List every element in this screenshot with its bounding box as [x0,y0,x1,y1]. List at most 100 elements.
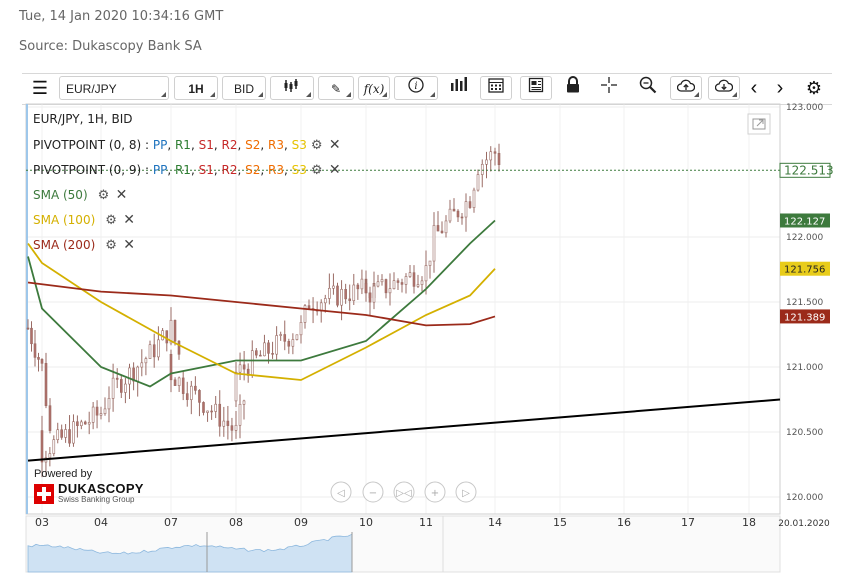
y-tick-label: 120.000 [786,493,823,503]
pivot-level-s1: S1 [198,163,214,177]
candle-body [388,288,392,294]
candle-body [152,344,156,358]
date-label: 20.01.2020 [778,519,830,529]
candle-body [468,201,472,208]
candle-body [328,288,331,299]
close-icon[interactable]: ✕ [123,237,135,253]
candle-body [30,327,33,345]
navigator-strip[interactable] [25,515,781,573]
comma: , [284,163,292,177]
pivot-label: PIVOTPOINT (0, 9) [33,163,142,177]
symbol-select[interactable]: EUR/JPY [59,76,169,100]
close-icon[interactable]: ✕ [328,137,341,153]
candle-body [226,420,230,426]
candles-group [26,143,501,478]
candle-body [40,359,44,364]
candle-body [210,410,213,413]
trendline-group[interactable] [27,398,781,462]
price-side-select[interactable]: BID [222,76,266,100]
candle-body [115,377,119,380]
candle-body [392,280,396,289]
legend-pivot-0: PIVOTPOINT (0, 8) : PP, R1, S1, R2, S2, … [33,137,341,153]
nav-controls[interactable]: ◁ − ▷◁ + ▷ [330,481,477,503]
candle-body [44,363,48,406]
x-tick-label: 09 [294,516,308,529]
hamburger-icon[interactable]: ☰ [31,78,49,98]
candle-body [26,327,30,330]
function-label: f(x) [363,82,385,96]
candle-body [420,280,424,285]
candle-body [344,289,347,300]
close-icon[interactable]: ✕ [328,162,341,178]
powered-by: Powered by [34,468,93,480]
candle-body [68,429,71,444]
comma: , [213,138,222,152]
candle-body [396,280,400,283]
candle-body [356,284,360,290]
candle-body [144,358,148,364]
gear-icon[interactable]: ⚙ [310,138,323,153]
current-price-badge-border [779,162,831,178]
crosshair-icon[interactable] [596,76,622,100]
candle-body [279,334,282,336]
candle-body [255,350,258,356]
candle-body [476,174,480,191]
sma-badge: 122.127 [784,216,825,227]
candle-body [275,335,278,355]
zoom-in-icon: + [431,488,439,499]
pivot-level-s3: S3 [291,138,307,152]
pivot-level-r1: R1 [174,163,191,177]
candle-body [259,354,262,357]
candle-body [424,265,428,282]
candle-body [83,421,87,425]
close-icon[interactable]: ✕ [123,212,135,228]
calendar-icon[interactable] [480,76,512,100]
zoom-icon[interactable] [634,76,662,100]
pan-right-icon: ▷ [462,488,470,499]
candle-body [464,201,468,218]
legend-sma-200: SMA (200) ⚙ ✕ [33,237,135,253]
gear-icon[interactable]: ⚙ [105,213,117,228]
candle-body [230,425,234,431]
cloud-download-icon[interactable] [708,76,740,100]
pencil-icon[interactable]: ✎ [318,76,354,100]
candle-body [428,260,432,266]
y-tick-label: 120.500 [786,428,823,438]
chevron-left-icon[interactable]: ‹ [750,77,758,99]
candlestick-icon[interactable] [270,76,314,100]
nav-button [455,481,477,503]
candle-body [404,276,408,285]
chevron-right-icon[interactable]: › [776,77,784,99]
pivot-level-s2: S2 [245,163,261,177]
gear-icon[interactable]: ⚙ [805,78,823,98]
candle-body [87,422,91,425]
sma-badge: 121.389 [784,312,825,323]
function-icon[interactable]: f(x) [358,76,390,100]
candle-body [348,298,352,301]
sma-label: SMA (50) [33,188,88,202]
candle-body [72,421,75,444]
sma-badge-bg [780,261,830,276]
legend-sma-100: SMA (100) ⚙ ✕ [33,212,135,228]
gear-icon[interactable]: ⚙ [97,188,110,203]
lock-icon[interactable] [560,76,586,100]
comma: , [190,163,199,177]
cloud-upload-icon[interactable] [670,76,702,100]
comma: , [213,163,222,177]
legend-sma-50: SMA (50) ⚙ ✕ [33,187,127,203]
fullscreen-icon[interactable] [747,113,771,135]
news-icon[interactable] [520,76,552,100]
timeframe-select[interactable]: 1H [174,76,218,100]
x-tick-label: 07 [164,516,178,529]
pivot-sep: : [141,163,153,177]
gear-icon[interactable]: ⚙ [310,163,323,178]
candle-body [80,421,83,426]
svg-text:i: i [414,81,417,92]
close-icon[interactable]: ✕ [115,187,128,203]
bar-chart-icon[interactable] [446,76,472,100]
nav-button [362,481,384,503]
info-icon[interactable]: i [394,76,438,100]
toolbar: ☰ EUR/JPY 1H BID ✎ f(x) i ‹ › ⚙ [22,73,832,105]
gear-icon[interactable]: ⚙ [105,238,117,253]
